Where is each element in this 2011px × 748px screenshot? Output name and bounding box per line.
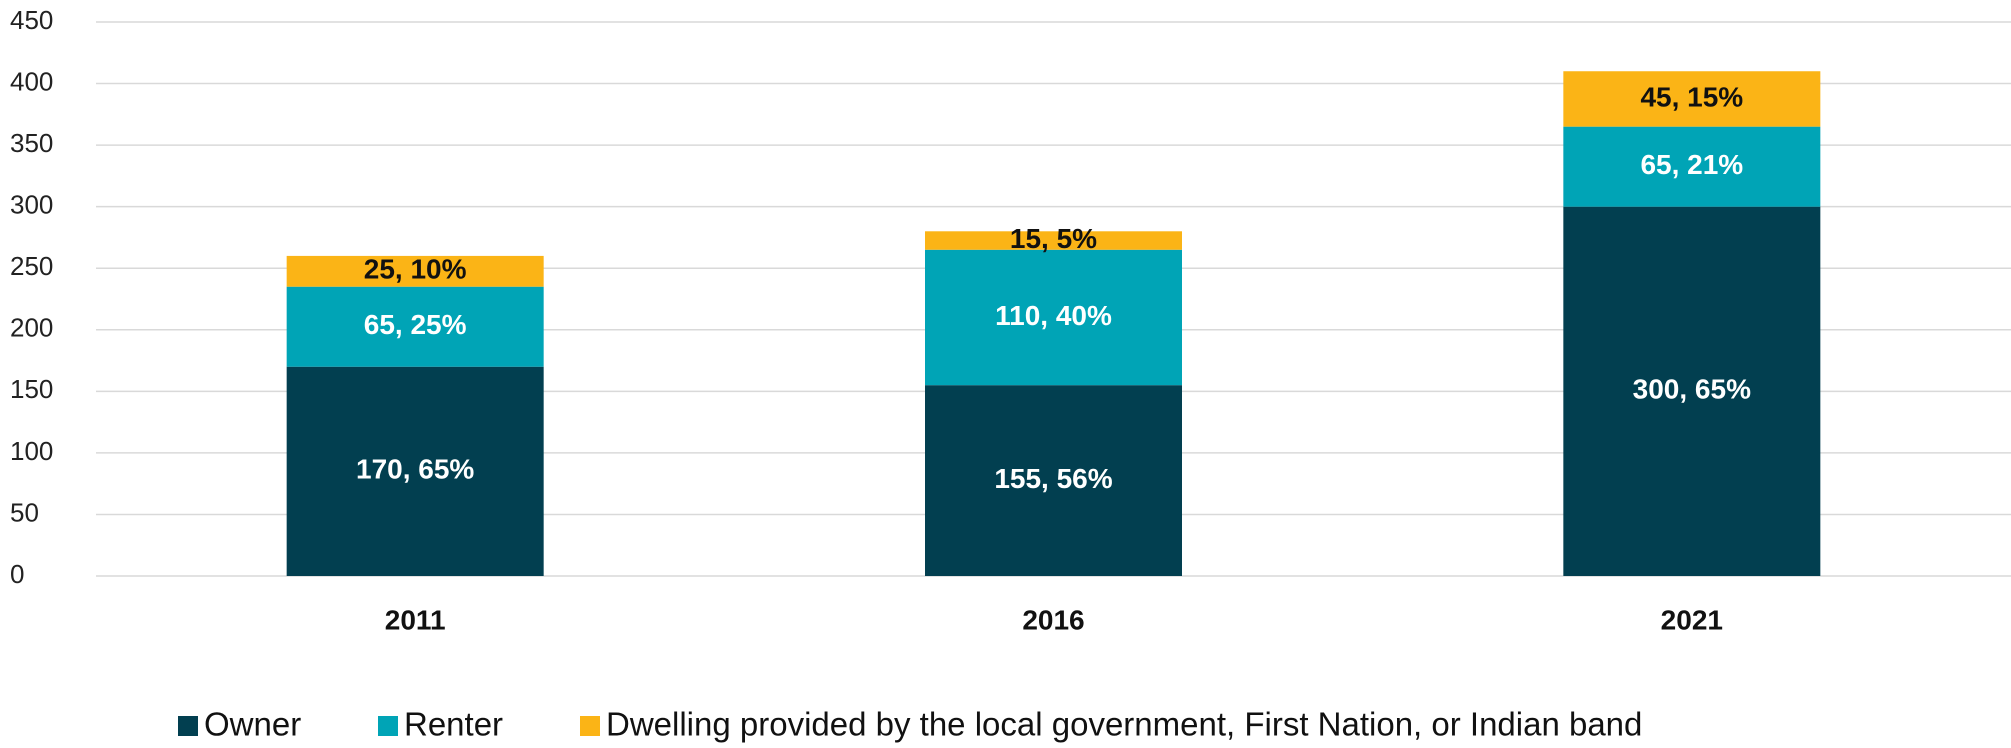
y-tick-label: 350: [10, 128, 53, 158]
y-tick-label: 50: [10, 497, 39, 527]
legend-swatch: [178, 716, 198, 736]
bar-segment: [286, 255, 544, 287]
y-tick-label: 100: [10, 436, 53, 466]
bar-segment: [925, 231, 1182, 250]
y-tick-label: 250: [10, 251, 53, 281]
y-tick-label: 300: [10, 190, 53, 220]
x-tick-label: 2021: [1661, 604, 1723, 635]
value-label: 45, 15%: [1640, 81, 1743, 112]
legend-swatch: [580, 716, 600, 736]
bar-segment: [1563, 206, 1821, 576]
bar-segment: [925, 249, 1182, 386]
bar-segment: [1563, 71, 1821, 127]
value-label: 110, 40%: [995, 300, 1112, 331]
value-label: 65, 21%: [1640, 149, 1743, 180]
bar-segment: [1563, 126, 1821, 207]
legend-swatch: [378, 716, 398, 736]
legend-label: Renter: [404, 706, 503, 743]
legend-label: Owner: [204, 706, 301, 743]
value-label: 65, 25%: [364, 309, 467, 340]
y-tick-label: 200: [10, 313, 53, 343]
x-tick-label: 2016: [1022, 604, 1084, 635]
x-tick-label: 2011: [385, 604, 446, 635]
bar-segment: [925, 385, 1182, 576]
y-tick-label: 400: [10, 66, 53, 96]
bar-segment: [286, 366, 544, 576]
bar-segment: [286, 286, 544, 367]
value-label: 25, 10%: [364, 254, 467, 285]
y-tick-label: 0: [10, 559, 24, 589]
legend-label: Dwelling provided by the local governmen…: [606, 706, 1642, 743]
value-label: 155, 56%: [994, 463, 1112, 494]
value-label: 15, 5%: [1010, 223, 1097, 254]
value-label: 300, 65%: [1633, 374, 1751, 405]
y-tick-label: 450: [10, 5, 53, 35]
value-label: 170, 65%: [356, 454, 474, 485]
y-tick-label: 150: [10, 374, 53, 404]
